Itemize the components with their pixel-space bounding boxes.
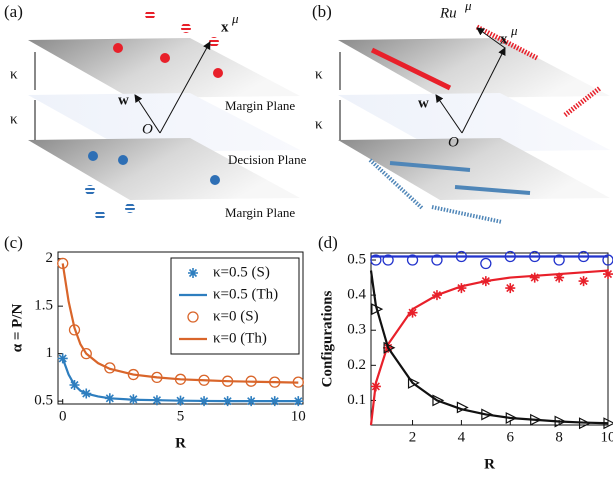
x-tick-label: 2 <box>409 429 417 445</box>
x-tick-label: 8 <box>555 429 563 445</box>
point <box>209 37 219 47</box>
marker <box>371 381 381 391</box>
panel-label: (c) <box>4 233 23 252</box>
y-tick-label: 0.5 <box>347 251 366 267</box>
curve <box>371 271 608 424</box>
origin: O <box>448 134 459 150</box>
y-tick-label: 0.2 <box>347 357 366 373</box>
vector-label: Ru <box>439 5 457 21</box>
y-tick-label: 0.3 <box>347 322 366 338</box>
y-tick-label: 1.5 <box>34 298 53 314</box>
marker <box>188 268 198 278</box>
panel-label: (d) <box>318 233 338 252</box>
y-axis-label: α = P/N <box>9 304 25 353</box>
figure: (a) x μ κ κ w O Margin Plane Decision Pl… <box>0 0 613 487</box>
kappa: κ <box>315 66 323 82</box>
vector-label: w <box>118 92 129 108</box>
legend-label: κ=0.5 (S) <box>213 264 270 280</box>
marker <box>481 276 491 286</box>
margin-plane <box>28 38 300 98</box>
kappa: κ <box>315 116 323 132</box>
y-tick-label: 0.4 <box>347 287 366 303</box>
x-tick-label: 0 <box>59 408 67 424</box>
marker <box>505 283 515 293</box>
point <box>95 210 105 220</box>
diagram-b: (b) Ru μ x μ κ κ w O <box>312 0 610 222</box>
point <box>125 203 135 213</box>
vector-label: μ <box>510 23 518 38</box>
marker <box>408 308 418 318</box>
plane-label: Margin Plane <box>225 98 295 113</box>
vector-label: μ <box>231 11 239 26</box>
plane-label: Decision Plane <box>228 152 307 167</box>
origin: O <box>142 121 153 137</box>
point <box>113 43 123 53</box>
x-axis-label: R <box>175 435 186 451</box>
point <box>160 53 170 63</box>
x-tick-label: 10 <box>291 408 306 424</box>
x-axis-label: R <box>484 456 495 472</box>
kappa: κ <box>10 66 18 82</box>
diagram-a: (a) x μ κ κ w O Margin Plane Decision Pl… <box>4 2 307 220</box>
point <box>118 155 128 165</box>
legend-label: κ=0 (S) <box>213 308 259 324</box>
y-tick-label: 0.5 <box>34 393 53 409</box>
panel-label: (a) <box>4 2 23 21</box>
plane-label: Margin Plane <box>225 205 295 220</box>
marker <box>603 269 613 279</box>
legend-label: κ=0 (Th) <box>213 330 267 346</box>
panel-label: (b) <box>312 2 332 21</box>
marker <box>554 273 564 283</box>
y-axis-label: Configurations <box>319 291 335 388</box>
kappa: κ <box>10 111 18 127</box>
marker <box>530 273 540 283</box>
point <box>85 185 95 195</box>
legend-label: κ=0.5 (Th) <box>213 286 278 302</box>
marker <box>481 259 491 269</box>
margin-plane <box>338 38 610 98</box>
y-tick-label: 2 <box>46 250 54 266</box>
vector-label: w <box>418 95 429 111</box>
point <box>210 175 220 185</box>
vector-label: μ <box>464 0 472 13</box>
point <box>145 10 155 20</box>
y-tick-label: 1 <box>46 345 54 361</box>
x-tick-label: 4 <box>458 429 466 445</box>
marker <box>456 283 466 293</box>
segment <box>432 207 502 222</box>
marker <box>432 290 442 300</box>
vector-label: x <box>221 19 229 35</box>
vector-label: x <box>500 31 508 47</box>
charts: 0 5 10 0.5 1 1.5 2 (c) Rα = P/N κ=0.5 (S) κ=0.5 (T… <box>4 233 613 473</box>
marker <box>579 276 589 286</box>
x-tick-label: 6 <box>507 429 515 445</box>
point <box>213 68 223 78</box>
point <box>88 151 98 161</box>
x-tick-label: 5 <box>177 408 185 424</box>
curve <box>371 271 608 425</box>
axes-box <box>371 253 608 425</box>
point <box>181 23 191 33</box>
y-tick-label: 0.1 <box>347 392 366 408</box>
x-tick-label: 10 <box>601 429 613 445</box>
